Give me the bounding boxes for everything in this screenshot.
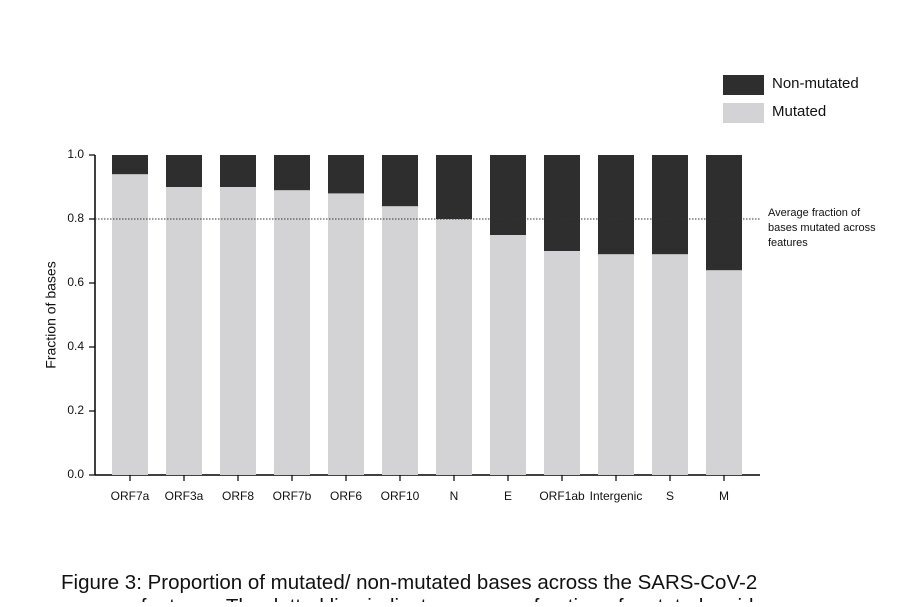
bar-segment <box>220 155 256 187</box>
reference-note: features <box>768 237 808 249</box>
bar-segment <box>166 155 202 187</box>
bar-segment <box>274 190 310 475</box>
bar-segment <box>598 254 634 475</box>
reference-note: bases mutated across <box>768 222 876 234</box>
x-tick-label: M <box>719 489 729 503</box>
bar-segment <box>328 155 364 194</box>
x-tick-label: S <box>666 489 674 503</box>
bar-segment <box>220 187 256 475</box>
bar-segment <box>706 270 742 475</box>
bar-segment <box>490 155 526 235</box>
bar-segment <box>652 155 688 255</box>
bar-segment <box>544 251 580 475</box>
x-tick-label: E <box>504 489 512 503</box>
y-tick-label: 0.6 <box>67 275 84 289</box>
y-tick-label: 0.2 <box>67 403 84 417</box>
x-tick-label: ORF1ab <box>539 489 585 503</box>
bar-segment <box>112 174 148 475</box>
bar-segment <box>598 155 634 255</box>
bar-segment <box>436 219 472 475</box>
y-tick-label: 0.0 <box>67 467 84 481</box>
bar-segment <box>490 235 526 475</box>
bar-segment <box>382 206 418 475</box>
bar-segment <box>382 155 418 207</box>
bar-segment <box>274 155 310 191</box>
x-tick-label: N <box>450 489 459 503</box>
bar-segment <box>166 187 202 475</box>
legend-swatch <box>723 75 764 95</box>
x-tick-label: ORF7a <box>111 489 150 503</box>
bar-segment <box>544 155 580 251</box>
caption-line: genome features. The dotted line indicat… <box>61 595 787 602</box>
y-tick-label: 0.4 <box>67 339 84 353</box>
x-tick-label: ORF6 <box>330 489 362 503</box>
bar-segment <box>652 254 688 475</box>
bar-segment <box>436 155 472 219</box>
x-tick-label: ORF7b <box>273 489 312 503</box>
bar-segment <box>112 155 148 175</box>
bar-segment <box>328 193 364 475</box>
x-tick-label: Intergenic <box>590 489 643 503</box>
y-axis-label: Fraction of bases <box>43 261 59 368</box>
x-tick-label: ORF8 <box>222 489 254 503</box>
bar-segment <box>706 155 742 271</box>
x-tick-label: ORF10 <box>381 489 420 503</box>
x-tick-label: ORF3a <box>165 489 204 503</box>
reference-note: Average fraction of <box>768 207 861 219</box>
legend-swatch <box>723 103 764 123</box>
legend-label: Mutated <box>772 103 826 120</box>
caption-line: Figure 3: Proportion of mutated/ non-mut… <box>61 571 757 594</box>
legend-label: Non-mutated <box>772 75 859 92</box>
y-tick-label: 1.0 <box>67 147 84 161</box>
y-tick-label: 0.8 <box>67 211 84 225</box>
